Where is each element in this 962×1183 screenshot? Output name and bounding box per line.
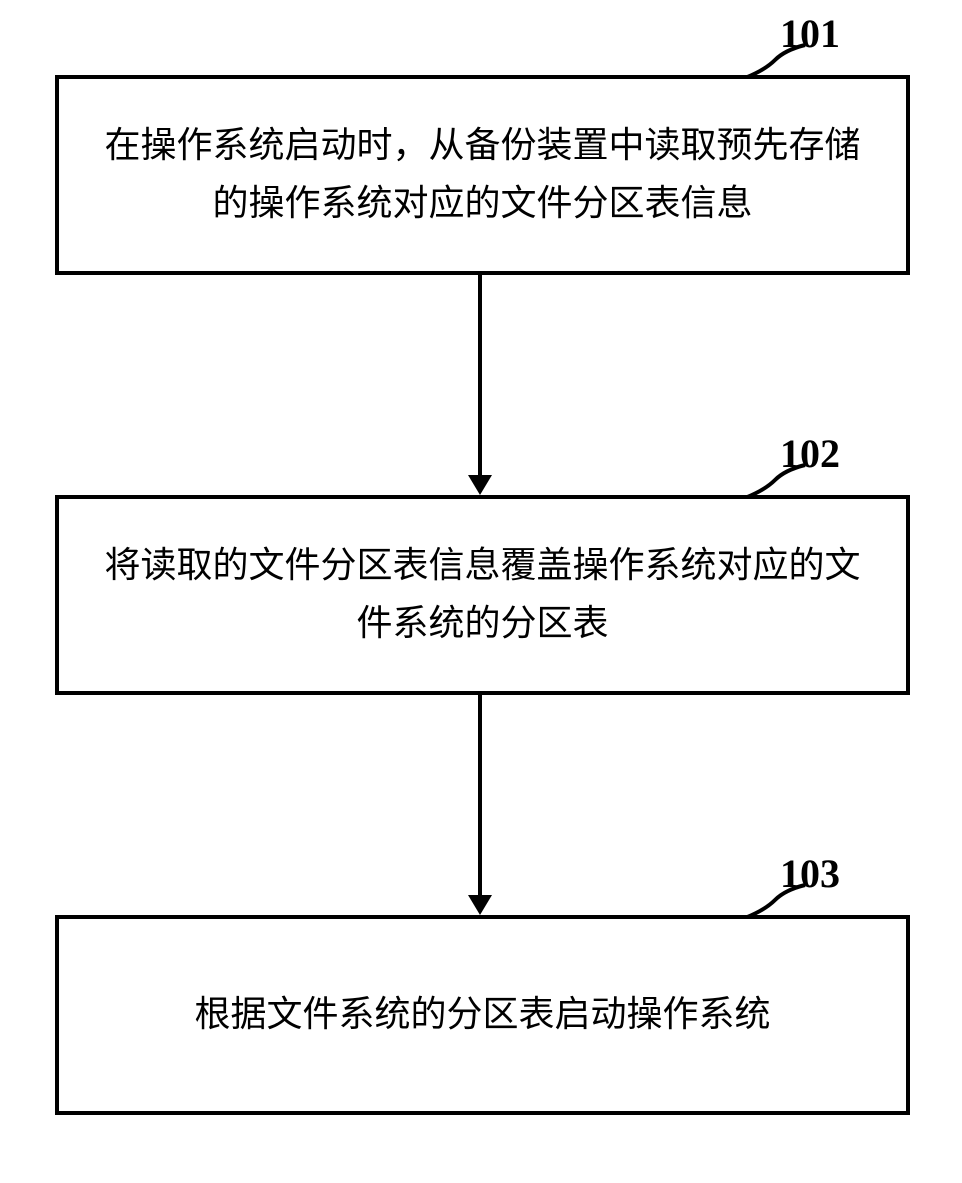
arrow-head-2-3 [468, 895, 492, 915]
flowchart-node-103: 根据文件系统的分区表启动操作系统 [55, 915, 910, 1115]
node-text: 根据文件系统的分区表启动操作系统 [194, 986, 770, 1044]
flowchart-node-101: 在操作系统启动时，从备份装置中读取预先存储的操作系统对应的文件分区表信息 [55, 75, 910, 275]
flowchart-container: 101 在操作系统启动时，从备份装置中读取预先存储的操作系统对应的文件分区表信息… [0, 0, 962, 1183]
edge-1-2 [478, 275, 482, 475]
node-text: 在操作系统启动时，从备份装置中读取预先存储的操作系统对应的文件分区表信息 [89, 117, 876, 232]
arrow-head-1-2 [468, 475, 492, 495]
edge-2-3 [478, 695, 482, 895]
node-text: 将读取的文件分区表信息覆盖操作系统对应的文件系统的分区表 [89, 537, 876, 652]
flowchart-node-102: 将读取的文件分区表信息覆盖操作系统对应的文件系统的分区表 [55, 495, 910, 695]
